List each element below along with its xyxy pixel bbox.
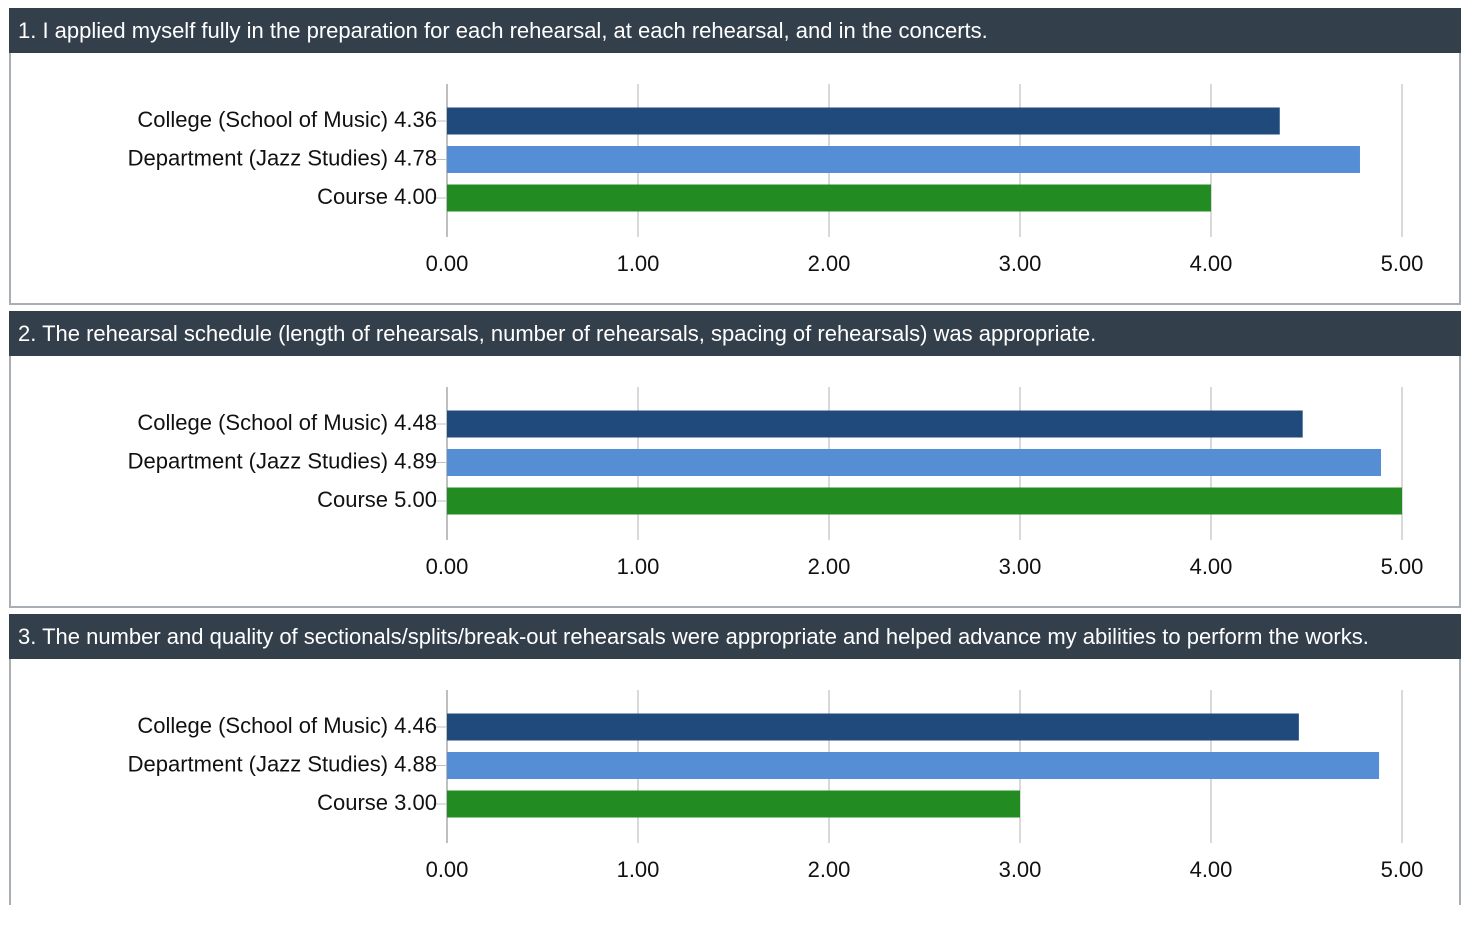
category-label: Department (Jazz Studies) 4.78 [128, 145, 437, 170]
x-tick-label: 0.00 [426, 857, 469, 882]
value-label: 4.78 [394, 145, 437, 170]
page: 1. I applied myself fully in the prepara… [9, 8, 1461, 911]
x-tick-label: 1.00 [617, 857, 660, 882]
value-label: 4.88 [394, 751, 437, 776]
bar [447, 410, 1303, 438]
question-panel: 1. I applied myself fully in the prepara… [9, 8, 1461, 305]
x-tick-label: 4.00 [1190, 251, 1233, 276]
chart: 0.00 1.00 2.00 3.00 4.00 5.00 College (School … [128, 84, 1424, 276]
bar [447, 449, 1381, 476]
value-label: 3.00 [394, 790, 437, 815]
question-panel: 3. The number and quality of sectionals/… [9, 614, 1461, 905]
question-title: 1. I applied myself fully in the prepara… [9, 8, 1461, 53]
x-tick-label: 5.00 [1381, 251, 1424, 276]
x-tick-label: 5.00 [1381, 857, 1424, 882]
bar [447, 790, 1020, 818]
category-name: Course [317, 487, 388, 512]
chart-box: 0.00 1.00 2.00 3.00 4.00 5.00 College (School … [9, 356, 1461, 608]
bar [447, 107, 1280, 135]
category-name: Course [317, 184, 388, 209]
category-name: College (School of Music) [137, 410, 388, 435]
x-tick-label: 0.00 [426, 554, 469, 579]
value-label: 4.89 [394, 448, 437, 473]
category-label: Department (Jazz Studies) 4.89 [128, 448, 437, 473]
x-tick-label: 4.00 [1190, 857, 1233, 882]
chart-box: 0.00 1.00 2.00 3.00 4.00 5.00 College (School … [9, 659, 1461, 905]
chart-box: 0.00 1.00 2.00 3.00 4.00 5.00 College (School … [9, 53, 1461, 305]
x-tick-label: 1.00 [617, 251, 660, 276]
category-name: Department (Jazz Studies) [128, 751, 388, 776]
bar [447, 752, 1380, 779]
category-name: Department (Jazz Studies) [128, 145, 388, 170]
bar [447, 184, 1211, 212]
x-tick-label: 0.00 [426, 251, 469, 276]
x-tick-label: 2.00 [808, 857, 851, 882]
question-title: 2. The rehearsal schedule (length of reh… [9, 311, 1461, 356]
chart: 0.00 1.00 2.00 3.00 4.00 5.00 College (School … [128, 387, 1424, 579]
category-label: College (School of Music) 4.48 [137, 410, 437, 435]
value-label: 4.36 [394, 107, 437, 132]
value-label: 4.46 [394, 713, 437, 738]
question-title: 3. The number and quality of sectionals/… [9, 614, 1461, 659]
category-label: Course 5.00 [317, 487, 437, 512]
category-label: Course 3.00 [317, 790, 437, 815]
x-tick-label: 2.00 [808, 251, 851, 276]
value-label: 4.00 [394, 184, 437, 209]
x-tick-label: 4.00 [1190, 554, 1233, 579]
x-tick-label: 3.00 [999, 857, 1042, 882]
x-tick-label: 1.00 [617, 554, 660, 579]
category-name: Course [317, 790, 388, 815]
category-label: College (School of Music) 4.36 [137, 107, 437, 132]
x-tick-label: 2.00 [808, 554, 851, 579]
x-tick-label: 5.00 [1381, 554, 1424, 579]
x-tick-label: 3.00 [999, 554, 1042, 579]
value-label: 4.48 [394, 410, 437, 435]
category-name: Department (Jazz Studies) [128, 448, 388, 473]
chart: 0.00 1.00 2.00 3.00 4.00 5.00 College (School … [128, 690, 1424, 882]
category-label: College (School of Music) 4.46 [137, 713, 437, 738]
value-label: 5.00 [394, 487, 437, 512]
category-name: College (School of Music) [137, 713, 388, 738]
category-label: Department (Jazz Studies) 4.88 [128, 751, 437, 776]
question-panel: 2. The rehearsal schedule (length of reh… [9, 311, 1461, 608]
bar [447, 713, 1299, 741]
x-tick-label: 3.00 [999, 251, 1042, 276]
category-label: Course 4.00 [317, 184, 437, 209]
bar [447, 487, 1402, 515]
bar [447, 146, 1360, 173]
category-name: College (School of Music) [137, 107, 388, 132]
